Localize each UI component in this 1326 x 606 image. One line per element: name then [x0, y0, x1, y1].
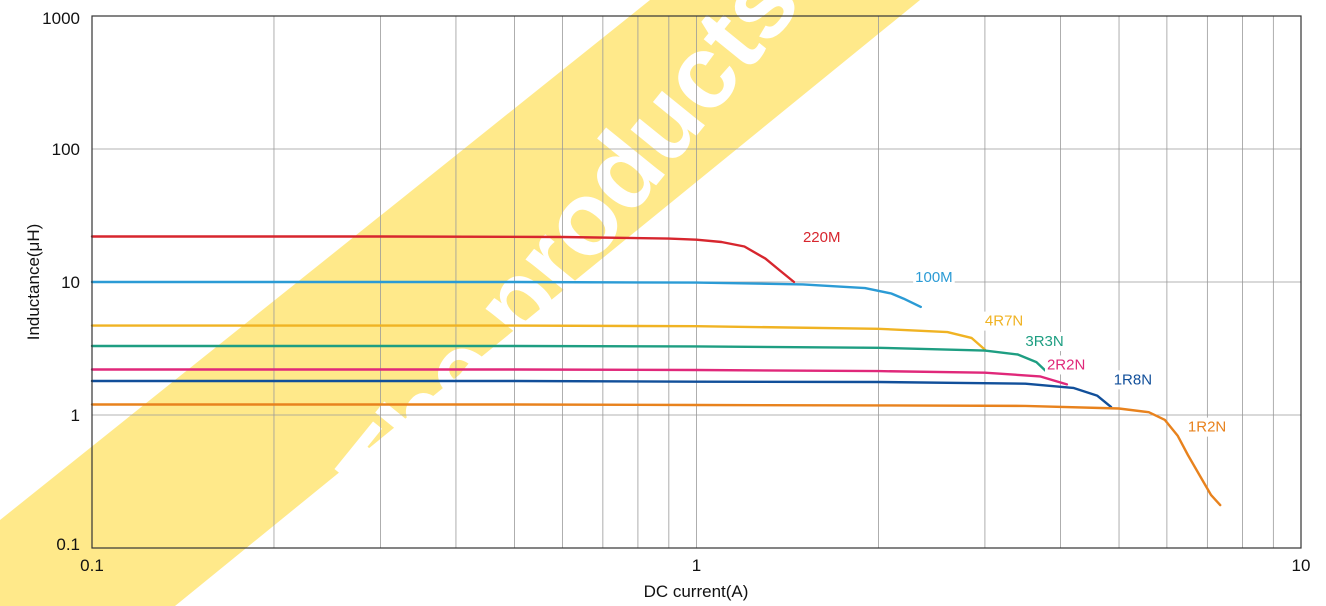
series-label-1r8n: 1R8N — [1114, 371, 1152, 388]
series-line-2r2n — [90, 368, 1069, 386]
series-line-220m — [90, 235, 796, 284]
y-tick-label: 1000 — [42, 9, 80, 28]
watermark-band — [0, 0, 920, 606]
y-tick-label: 1 — [71, 406, 80, 425]
y-axis-label: Inductance(μH) — [24, 224, 43, 341]
series-line-3r3n — [90, 344, 1049, 374]
series-line-1r2n — [90, 403, 1222, 507]
series-label-100m: 100M — [915, 269, 953, 286]
series-label-3r3n: 3R3N — [1025, 333, 1063, 350]
series-label-2r2n: 2R2N — [1047, 356, 1085, 373]
x-tick-label: 0.1 — [80, 556, 104, 575]
x-tick-label: 1 — [692, 556, 701, 575]
y-tick-label: 0.1 — [56, 535, 80, 554]
series-label-4r7n: 4R7N — [985, 313, 1023, 330]
x-axis-label: DC current(A) — [644, 582, 749, 601]
plot-frame — [91, 15, 1302, 549]
series-label-220m: 220M — [803, 229, 841, 246]
y-tick-label: 10 — [61, 273, 80, 292]
series-line-4r7n — [90, 324, 987, 351]
y-tick-label: 100 — [52, 140, 80, 159]
series-line-1r8n — [90, 379, 1113, 409]
series-line-100m — [90, 280, 922, 309]
x-tick-label: 10 — [1292, 556, 1311, 575]
series-label-1r2n: 1R2N — [1188, 419, 1226, 436]
